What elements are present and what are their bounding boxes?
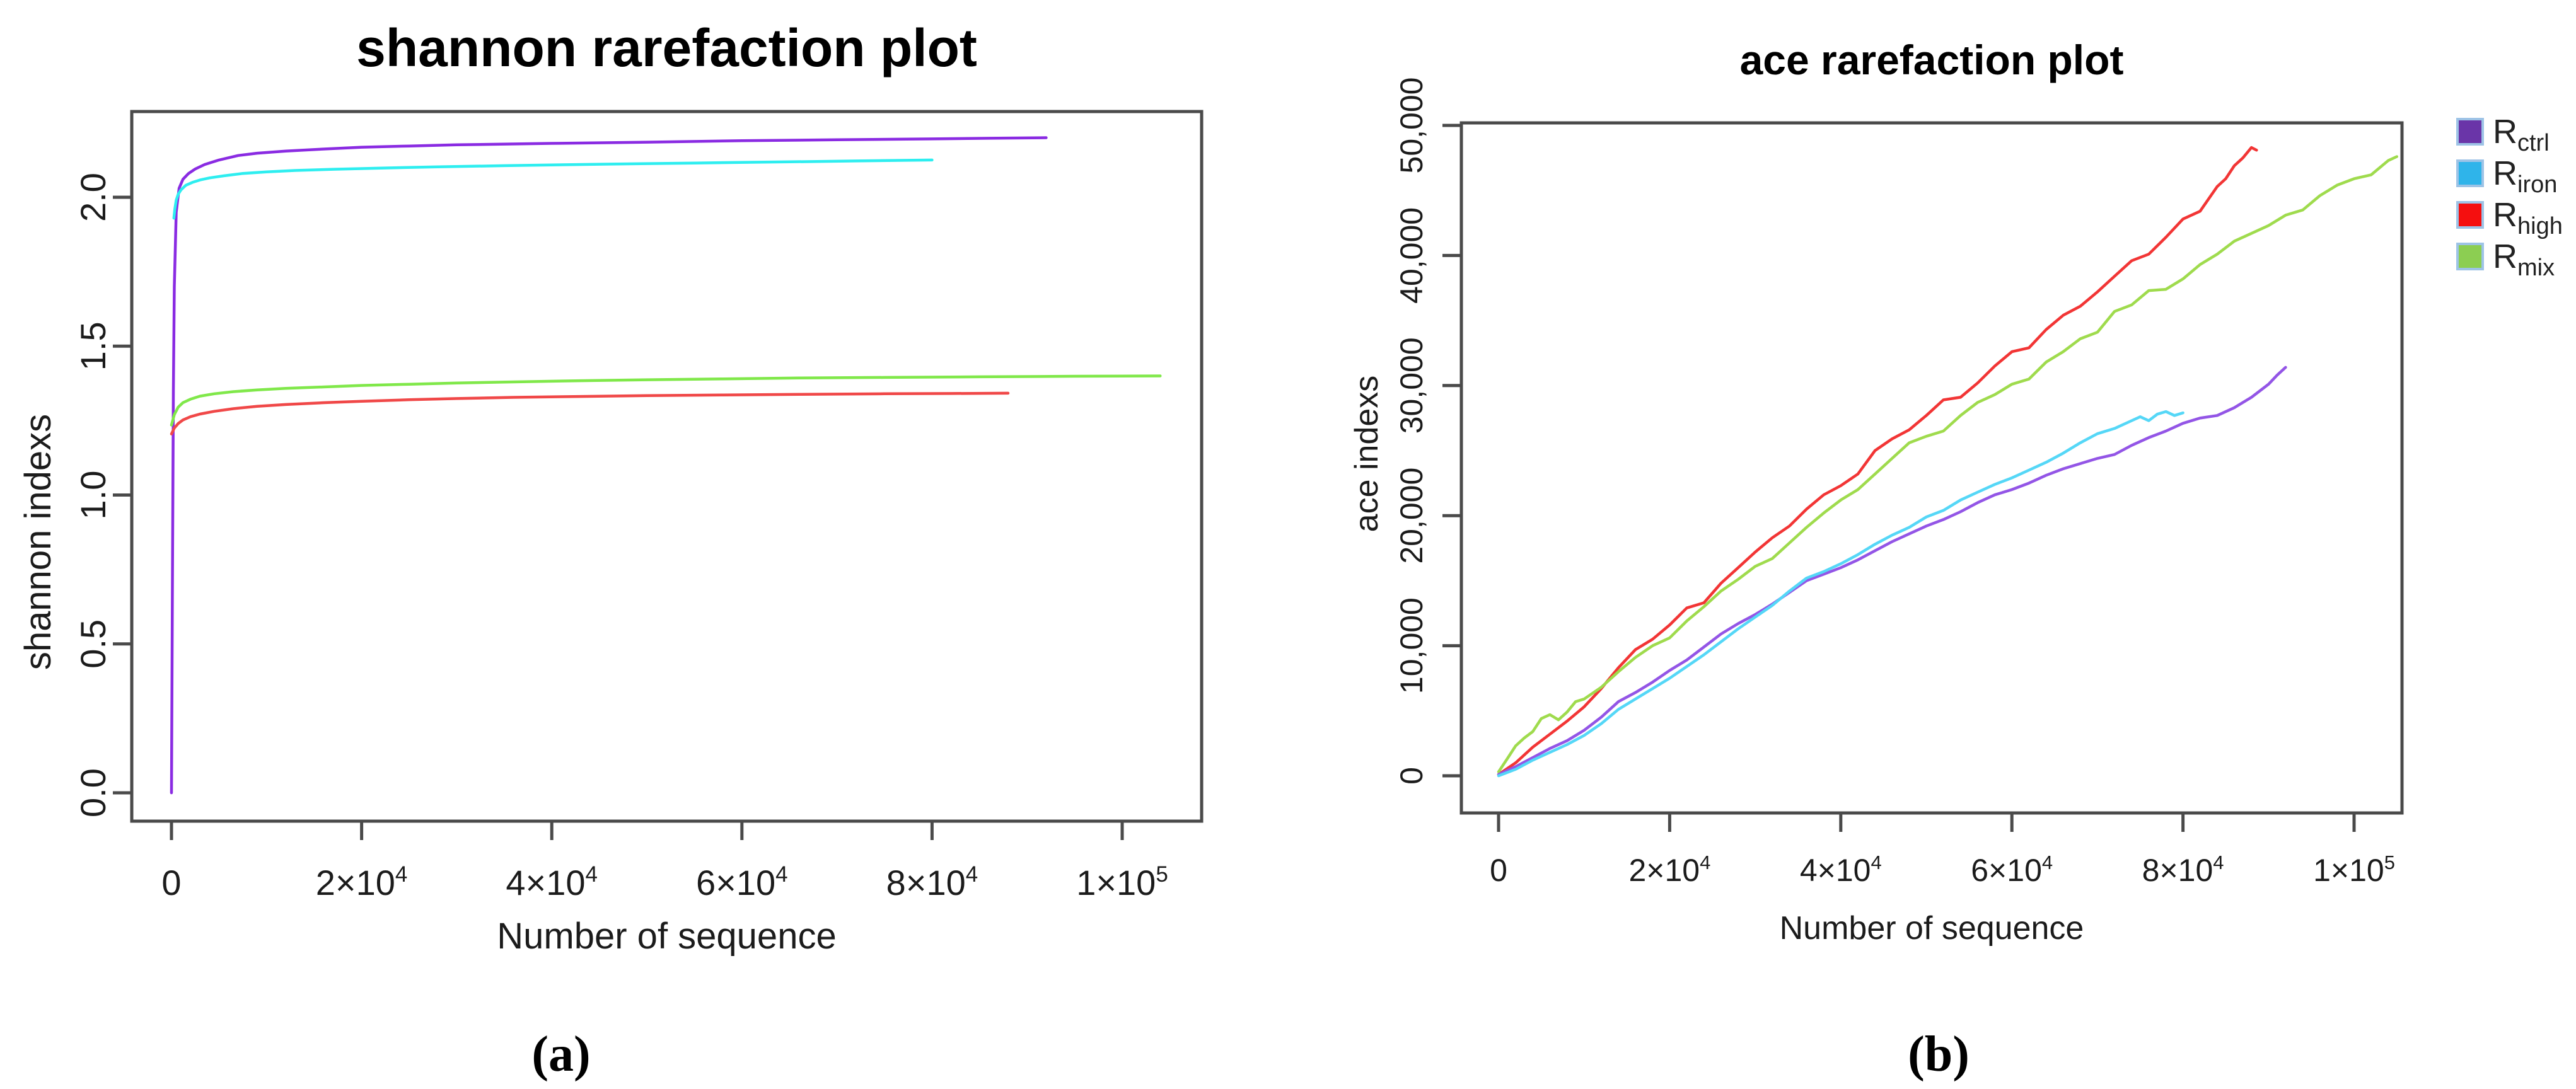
series-line-R_high [1497,146,2258,776]
legend-swatch-iron [2456,159,2484,187]
legend: Rctrl Riron Rhigh Rmix [2456,113,2563,284]
y-axis-label: ace indexs [1349,376,1385,533]
legend-label-iron: Riron [2493,154,2558,198]
series-line-R_ctrl [170,136,1048,795]
legend-entry-mix: Rmix [2456,238,2563,281]
y-tick-label: 2.0 [73,173,113,222]
legend-label-high: Rhigh [2493,196,2563,239]
x-axis-label: Number of sequence [1780,910,2084,947]
series-line-R_high [170,391,1010,435]
legend-swatch-high [2456,201,2484,229]
y-tick-label: 30,000 [1394,337,1429,434]
x-tick-label: 8×104 [2142,851,2224,888]
series-line-R_mix [1497,155,2399,774]
x-tick-label: 4×104 [1800,851,1882,888]
x-tick-label: 2×104 [316,862,408,902]
y-tick-label: 0 [1394,767,1429,785]
x-tick-label: 1×105 [2313,851,2395,888]
x-tick-label: 0 [161,863,181,902]
plot-box [130,110,1204,823]
legend-swatch-ctrl [2456,118,2484,146]
series-line-R_iron [1497,410,2184,778]
legend-label-mix: Rmix [2493,238,2555,281]
y-tick-label: 40,000 [1394,207,1429,304]
chart-title: ace rarefaction plot [1740,37,2124,83]
x-tick-label: 6×104 [1971,851,2053,888]
caption-a: (a) [531,1027,591,1082]
plot-box [1459,121,2404,815]
legend-label-ctrl: Rctrl [2493,113,2550,156]
x-axis-label: Number of sequence [497,916,836,957]
legend-swatch-mix [2456,243,2484,270]
series-line-R_mix [170,374,1162,427]
x-tick-label: 8×104 [886,862,978,902]
chart-ace: 0 2×104 4×104 6×104 8×104 1×105 0 10,000 20,000 3… [1349,37,2404,947]
x-tick-label: 2×104 [1628,851,1710,888]
y-tick-label: 20,000 [1394,468,1429,564]
y-tick-label: 10,000 [1394,597,1429,694]
x-tick-label: 1×105 [1076,862,1168,902]
legend-entry-iron: Riron [2456,154,2563,198]
x-tick-label: 6×104 [696,862,788,902]
chart-title: shannon rarefaction plot [356,18,977,78]
caption-b: (b) [1908,1027,1970,1082]
legend-entry-ctrl: Rctrl [2456,113,2563,156]
series-line-R_ctrl [1497,366,2287,776]
y-tick-label: 1.5 [73,321,113,371]
y-tick-label: 0.0 [73,768,113,817]
y-tick-label: 0.5 [73,619,113,669]
legend-entry-high: Rhigh [2456,196,2563,239]
x-tick-label: 4×104 [506,862,598,902]
y-tick-label: 1.0 [73,471,113,520]
x-tick-label: 0 [1490,853,1507,888]
chart-shannon: 0 2×104 4×104 6×104 8×104 1×105 0.0 0.5 1.0 1.5 2.… [18,18,1204,957]
series-line-R_iron [172,158,934,220]
y-axis-label: shannon indexs [18,414,59,670]
y-tick-label: 50,000 [1394,78,1429,174]
